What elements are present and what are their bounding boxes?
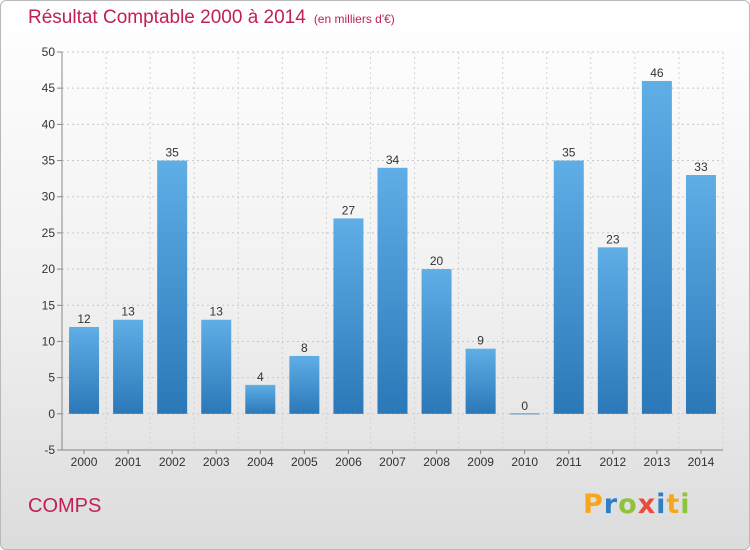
x-tick-label: 2013	[644, 455, 671, 469]
y-tick-label: 50	[42, 45, 56, 59]
x-tick-label: 2005	[291, 455, 318, 469]
bar	[509, 413, 540, 415]
y-tick-label: 10	[42, 334, 56, 348]
y-tick-label: 35	[42, 154, 56, 168]
bar	[553, 160, 584, 414]
logo-letter: i	[680, 489, 691, 520]
bar	[685, 175, 716, 414]
bar	[69, 326, 100, 414]
y-tick-label: 25	[42, 226, 56, 240]
y-tick-label: 0	[48, 407, 55, 421]
x-tick-label: 2007	[379, 455, 406, 469]
data-label: 0	[521, 399, 528, 413]
logo-letter: r	[603, 489, 619, 520]
data-label: 12	[77, 312, 91, 326]
x-tick-label: 2003	[203, 455, 230, 469]
logo-letter: P	[583, 489, 604, 520]
x-tick-label: 2004	[247, 455, 274, 469]
x-tick-label: 2014	[688, 455, 715, 469]
bar	[597, 247, 628, 414]
data-label: 23	[606, 232, 620, 246]
y-tick-label: 45	[42, 81, 56, 95]
x-tick-label: 2009	[467, 455, 494, 469]
x-tick-label: 2011	[556, 455, 582, 469]
bar	[201, 319, 232, 414]
y-tick-label: -5	[44, 443, 55, 457]
y-tick-label: 30	[42, 190, 56, 204]
y-tick-label: 20	[42, 262, 56, 276]
bar	[421, 269, 452, 414]
logo-letter: x	[637, 489, 657, 520]
bar	[157, 160, 188, 414]
chart-title: Résultat Comptable 2000 à 2014 (en millie…	[28, 7, 395, 28]
x-tick-label: 2010	[511, 455, 538, 469]
bar	[465, 348, 496, 414]
y-tick-label: 40	[42, 117, 56, 131]
y-tick-label: 15	[42, 298, 56, 312]
data-label: 34	[386, 153, 400, 167]
data-label: 46	[650, 66, 664, 80]
data-label: 33	[694, 160, 708, 174]
logo-letter: i	[656, 489, 667, 520]
bar	[289, 355, 320, 414]
bars: 12 13 35 13 4 8 27 34 20 9 0 35 23 46 33	[69, 66, 716, 415]
x-tick-label: 2012	[599, 455, 626, 469]
data-label: 20	[430, 254, 444, 268]
y-tick-label: 5	[48, 371, 55, 385]
chart-unit: (en milliers d'€)	[313, 12, 395, 26]
x-tick-label: 2000	[71, 455, 98, 469]
data-label: 13	[210, 305, 224, 319]
logo-letter: o	[618, 489, 638, 520]
proxiti-logo[interactable]: Proxiti	[583, 489, 691, 520]
x-tick-label: 2001	[115, 455, 142, 469]
data-label: 13	[121, 305, 135, 319]
data-label: 35	[562, 146, 576, 160]
x-tick-label: 2008	[423, 455, 450, 469]
bar	[641, 80, 672, 414]
data-label: 27	[342, 203, 356, 217]
data-label: 35	[165, 146, 179, 160]
bar	[333, 218, 364, 414]
data-label: 9	[477, 334, 484, 348]
x-tick-label: 2002	[159, 455, 186, 469]
data-label: 4	[257, 370, 264, 384]
logo-letter: t	[666, 489, 681, 520]
bar	[113, 319, 144, 414]
bar	[245, 384, 276, 414]
commune-name: COMPS	[28, 495, 102, 517]
x-tick-label: 2006	[335, 455, 362, 469]
data-label: 8	[301, 341, 308, 355]
bar	[377, 167, 408, 414]
